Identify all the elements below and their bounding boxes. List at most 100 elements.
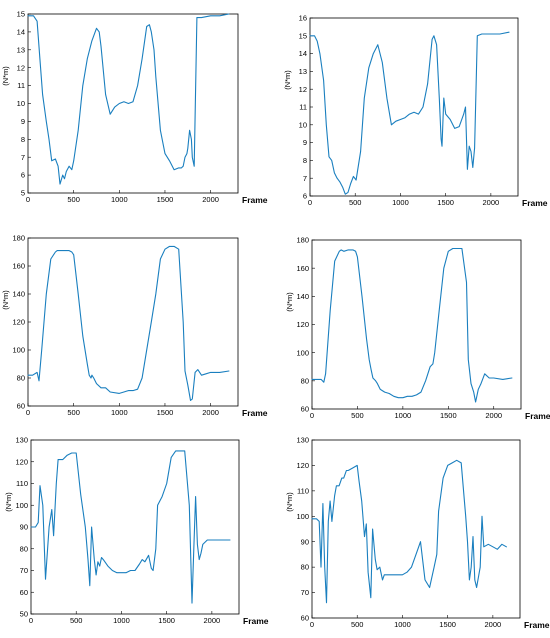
series-line-1 — [27, 245, 230, 401]
series-line-1 — [30, 450, 231, 604]
y-tick-label: 9 — [303, 138, 307, 147]
y-tick-label: 14 — [299, 49, 307, 58]
y-tick-label: 110 — [297, 486, 309, 495]
x-tick-label: 1500 — [157, 195, 174, 204]
x-axis-label: Frame — [524, 620, 550, 630]
y-tick-label: 60 — [17, 402, 25, 411]
y-tick-label: 7 — [303, 174, 307, 183]
y-tick-label: 160 — [296, 264, 309, 273]
y-tick-label: 70 — [20, 566, 28, 575]
y-tick-label: 80 — [20, 544, 28, 553]
y-tick-label: 180 — [296, 236, 309, 245]
y-tick-label: 16 — [299, 14, 307, 23]
y-tick-label: 100 — [15, 501, 28, 510]
chart-panel-6: 0 500 1000 1500 2000 60 70 80 90 100 110 120 130 (N*m… — [285, 436, 550, 630]
y-tick-label: 110 — [16, 479, 28, 488]
y-tick-label: 13 — [299, 67, 307, 76]
chart-panel-3: 0 500 1000 1500 2000 60 80 100 120 140 160 180 (N*m)… — [1, 234, 268, 418]
x-tick-label: 2000 — [485, 411, 502, 420]
y-tick-label: 7 — [21, 153, 25, 162]
x-tick-label: 1000 — [394, 620, 411, 629]
plot-frame — [311, 439, 521, 619]
y-tick-label: 100 — [12, 346, 25, 355]
series-line-1 — [309, 31, 510, 195]
y-tick-label: 130 — [296, 436, 309, 445]
x-tick-label: 0 — [310, 411, 314, 420]
x-tick-label: 500 — [67, 195, 80, 204]
x-tick-label: 1000 — [111, 195, 128, 204]
x-tick-label: 2000 — [483, 198, 500, 207]
y-tick-label: 10 — [299, 120, 307, 129]
y-tick-label: 90 — [20, 523, 28, 532]
y-tick-label: 120 — [296, 461, 309, 470]
series-line-1 — [27, 13, 230, 185]
y-tick-label: 90 — [301, 537, 309, 546]
plot-frame — [30, 439, 240, 615]
x-tick-label: 0 — [26, 408, 30, 417]
x-tick-label: 2000 — [204, 616, 221, 625]
x-tick-label: 1500 — [439, 620, 456, 629]
y-tick-label: 5 — [21, 189, 25, 198]
chart-panel-1: 0 500 1000 1500 2000 5 6 7 8 9 10 11 12 13 14 15 (N*m) Fr… — [1, 10, 268, 205]
x-tick-label: 2000 — [485, 620, 502, 629]
y-tick-label: 120 — [12, 318, 25, 327]
chart-panel-4: 0 500 1000 1500 2000 60 80 100 120 140 160 180 (N*m)… — [285, 236, 550, 421]
x-tick-label: 500 — [70, 616, 83, 625]
y-tick-label: 9 — [21, 117, 25, 126]
y-tick-label: 8 — [303, 156, 307, 165]
plot-frame — [309, 17, 519, 197]
y-axis-label: (N*m) — [285, 292, 294, 312]
x-axis-label: Frame — [242, 408, 268, 418]
x-tick-label: 500 — [67, 408, 80, 417]
y-tick-label: 60 — [301, 405, 309, 414]
y-tick-label: 12 — [299, 85, 307, 94]
y-tick-label: 13 — [17, 45, 25, 54]
y-tick-label: 80 — [17, 374, 25, 383]
y-tick-label: 80 — [301, 563, 309, 572]
x-tick-label: 1500 — [158, 616, 175, 625]
y-tick-label: 160 — [12, 262, 25, 271]
x-tick-label: 1500 — [440, 411, 457, 420]
y-tick-label: 12 — [17, 63, 25, 72]
y-tick-label: 80 — [301, 376, 309, 385]
x-tick-label: 1500 — [437, 198, 454, 207]
plot-frame — [27, 13, 239, 194]
y-tick-label: 100 — [296, 512, 309, 521]
y-tick-label: 140 — [12, 290, 25, 299]
y-tick-label: 60 — [301, 614, 309, 623]
x-axis-label: Frame — [525, 411, 550, 421]
x-tick-label: 0 — [308, 198, 312, 207]
series-line-1 — [311, 459, 507, 604]
x-tick-label: 1500 — [157, 408, 174, 417]
chart-panel-2: 0 500 1000 1500 2000 6 7 8 9 10 11 12 13 14 15 16 (N*m) F… — [283, 14, 548, 208]
y-tick-label: 8 — [21, 135, 25, 144]
y-tick-label: 15 — [299, 31, 307, 40]
x-tick-label: 1000 — [113, 616, 130, 625]
x-axis-label: Frame — [242, 195, 268, 205]
y-tick-label: 180 — [12, 234, 25, 243]
x-axis-label: Frame — [243, 616, 269, 626]
y-tick-label: 6 — [21, 171, 25, 180]
y-axis-label: (N*m) — [285, 492, 294, 512]
y-tick-label: 60 — [20, 588, 28, 597]
plot-frame — [311, 239, 522, 410]
x-tick-label: 500 — [351, 620, 364, 629]
y-tick-label: 6 — [303, 192, 307, 201]
series-line-1 — [311, 247, 513, 403]
x-tick-label: 0 — [310, 620, 314, 629]
x-tick-label: 0 — [26, 195, 30, 204]
y-tick-label: 10 — [17, 99, 25, 108]
chart-panel-5: 0 500 1000 1500 2000 50 60 70 80 90 100 110 120 130 (N… — [4, 436, 269, 626]
y-tick-label: 120 — [296, 320, 309, 329]
y-tick-label: 140 — [296, 292, 309, 301]
x-tick-label: 500 — [351, 411, 364, 420]
y-tick-label: 120 — [15, 457, 28, 466]
plot-frame — [27, 237, 239, 407]
x-tick-label: 0 — [29, 616, 33, 625]
y-tick-label: 14 — [17, 28, 25, 37]
y-tick-label: 15 — [17, 10, 25, 19]
y-tick-label: 100 — [296, 348, 309, 357]
y-axis-label: (N*m) — [1, 290, 10, 310]
x-tick-label: 1000 — [392, 198, 409, 207]
x-tick-label: 1000 — [111, 408, 128, 417]
